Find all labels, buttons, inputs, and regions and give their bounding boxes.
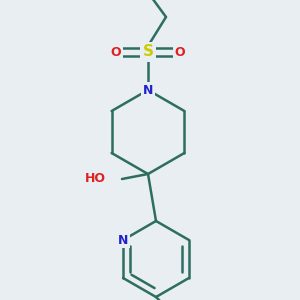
Text: O: O: [175, 46, 185, 59]
Text: S: S: [142, 44, 154, 59]
Text: HO: HO: [85, 172, 106, 185]
Text: O: O: [111, 46, 121, 59]
Text: N: N: [143, 83, 153, 97]
Text: N: N: [118, 233, 128, 247]
